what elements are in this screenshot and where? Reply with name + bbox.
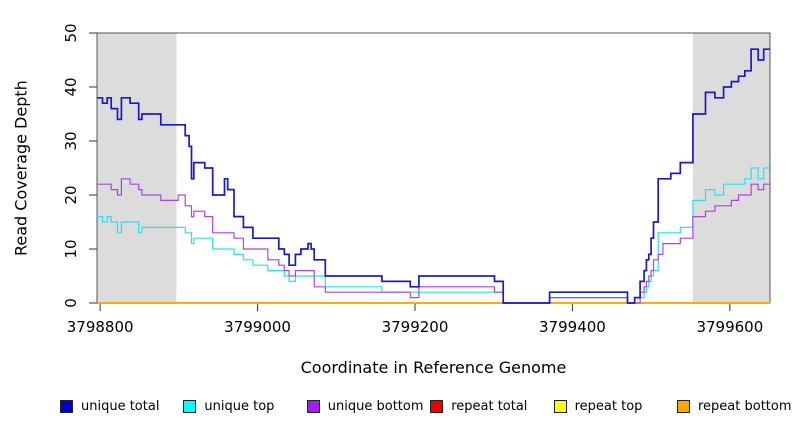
legend-label: repeat total [451, 399, 528, 414]
series-line-unique-total [97, 48, 770, 304]
x-tick-label: 3799600 [696, 318, 763, 336]
legend-label: repeat top [574, 399, 643, 414]
legend-swatch-repeat-bottom [677, 400, 690, 413]
legend-label: unique top [204, 399, 275, 414]
x-tick-label: 3799000 [224, 318, 291, 336]
y-tick-label: 20 [62, 185, 80, 204]
y-axis-title: Read Coverage Depth [11, 80, 31, 256]
y-tick-label: 30 [62, 131, 80, 150]
y-tick-label: 50 [62, 23, 80, 42]
legend-swatch-repeat-total [430, 400, 444, 413]
legend-label: unique bottom [327, 399, 424, 414]
series-line-unique-top [97, 167, 770, 304]
legend-swatch-unique-bottom [306, 400, 320, 413]
left-gray-band [97, 33, 177, 303]
x-axis-title: Coordinate in Reference Genome [300, 358, 567, 377]
y-tick-label: 0 [62, 298, 80, 308]
legend-item-unique-total: unique total [60, 399, 159, 414]
legend-swatch-unique-top [183, 400, 197, 413]
legend-item-unique-top: unique top [183, 399, 274, 414]
legend-swatch-repeat-top [553, 400, 567, 413]
legend-item-repeat-top: repeat top [553, 399, 643, 414]
legend-swatch-unique-total [60, 400, 73, 413]
legend-item-unique-bottom: unique bottom [306, 399, 424, 414]
x-tick-label: 3799200 [382, 318, 449, 336]
legend-item-repeat-total: repeat total [430, 399, 527, 414]
plot-border [96, 32, 771, 304]
x-tick-label: 3799400 [539, 318, 606, 336]
legend-label: repeat bottom [698, 399, 792, 414]
legend-item-repeat-bottom: repeat bottom [677, 399, 792, 414]
legend-label: unique total [81, 399, 160, 414]
series-line-unique-bottom [97, 178, 770, 304]
y-tick-label: 10 [62, 239, 80, 258]
y-tick-label: 40 [62, 77, 80, 96]
x-tick-label: 3798800 [67, 318, 134, 336]
